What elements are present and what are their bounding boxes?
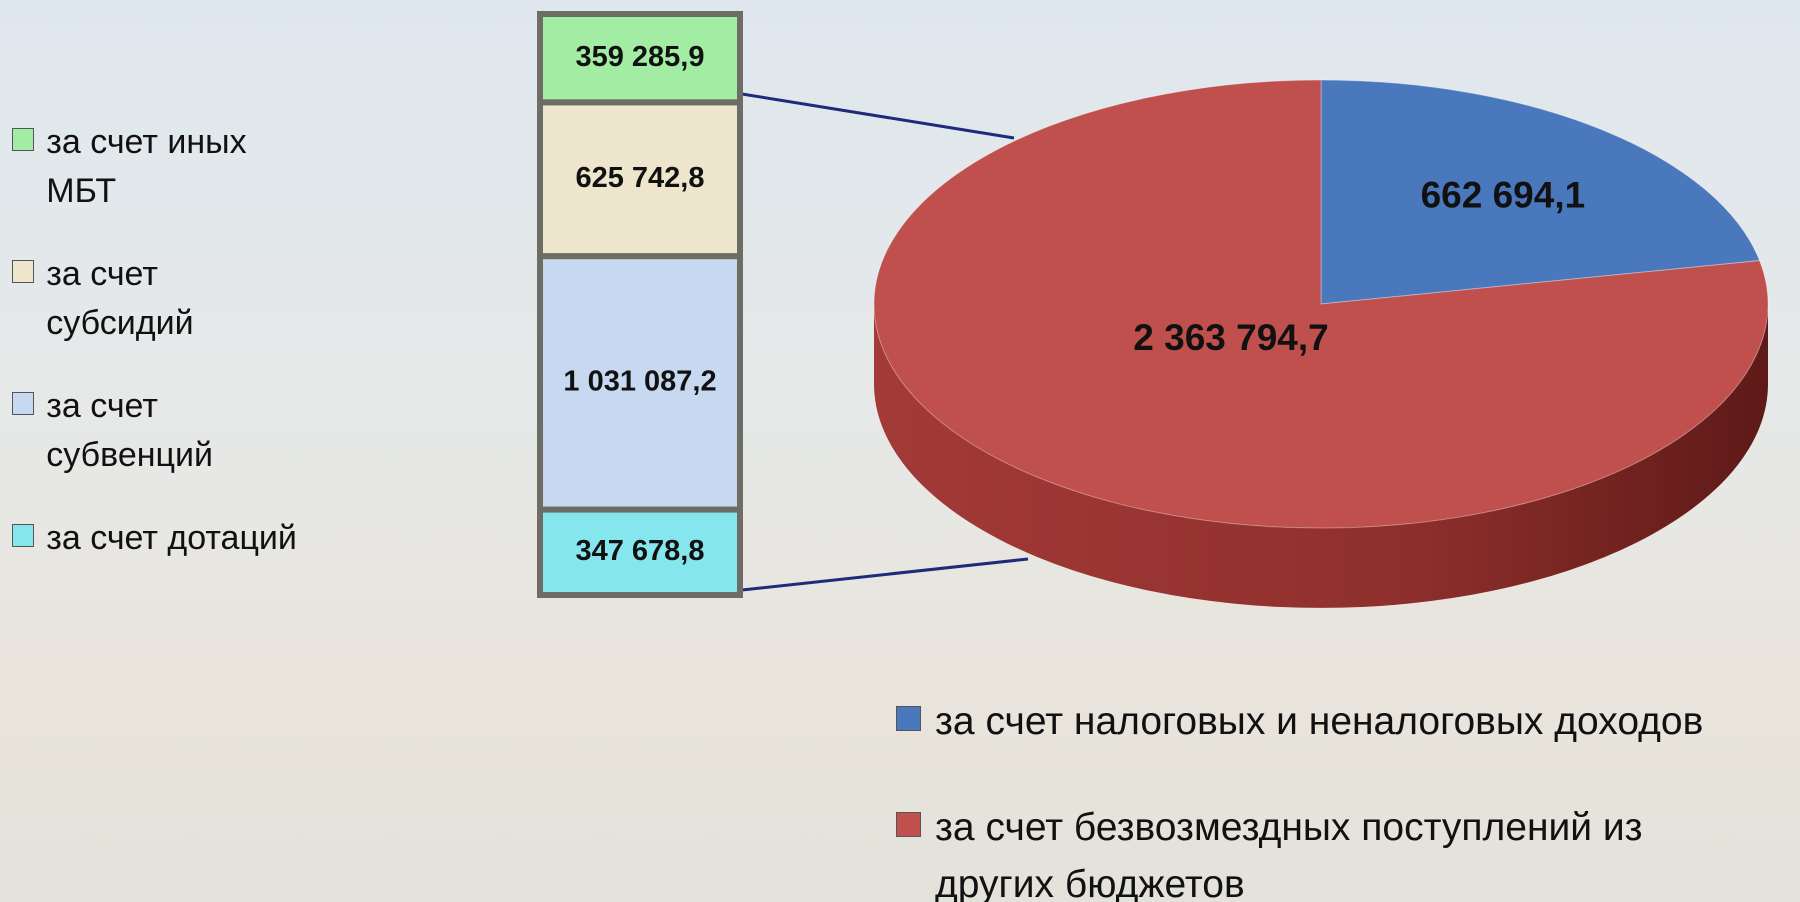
legend-label: за счет иных МБТ [46,123,247,211]
legend-item: за счет дотаций [12,514,308,563]
legend-label: за счет безвозмездных поступлений из дру… [935,806,1643,902]
legend-item: за счет субсидий [12,250,308,349]
legend-swatch [12,524,35,547]
legend-item: за счет субвенций [12,382,308,481]
legend-swatch [12,128,35,151]
data-label: 359 285,9 [575,41,704,73]
bar-segment [537,99,743,260]
connector [741,557,1029,592]
legend-item: за счет безвозмездных поступлений из дру… [896,800,1715,902]
data-label: 662 694,1 [1421,174,1586,215]
legend-swatch [12,260,35,283]
legend-swatch [896,705,922,732]
legend-label: за счет субвенций [46,387,213,475]
legend-label: за счет дотаций [46,519,297,557]
data-label: 347 678,8 [575,535,704,567]
bar-segment [537,506,743,599]
legend-swatch [896,811,922,838]
data-label: 1 031 087,2 [563,365,716,397]
connector [741,92,1015,140]
legend-item: за счет иных МБТ [12,118,308,217]
pie-slice [1320,79,1761,305]
legend-swatch [12,392,35,415]
legend-item: за счет налоговых и неналоговых доходов [896,694,1795,751]
bar-segment [537,11,743,106]
data-label: 625 742,8 [575,162,704,194]
pie-slice [873,79,1769,529]
legend-label: за счет налоговых и неналоговых доходов [935,700,1704,743]
data-label: 2 363 794,7 [1133,317,1328,358]
pie-side [874,304,1768,608]
legend-label: за счет субсидий [46,255,194,343]
